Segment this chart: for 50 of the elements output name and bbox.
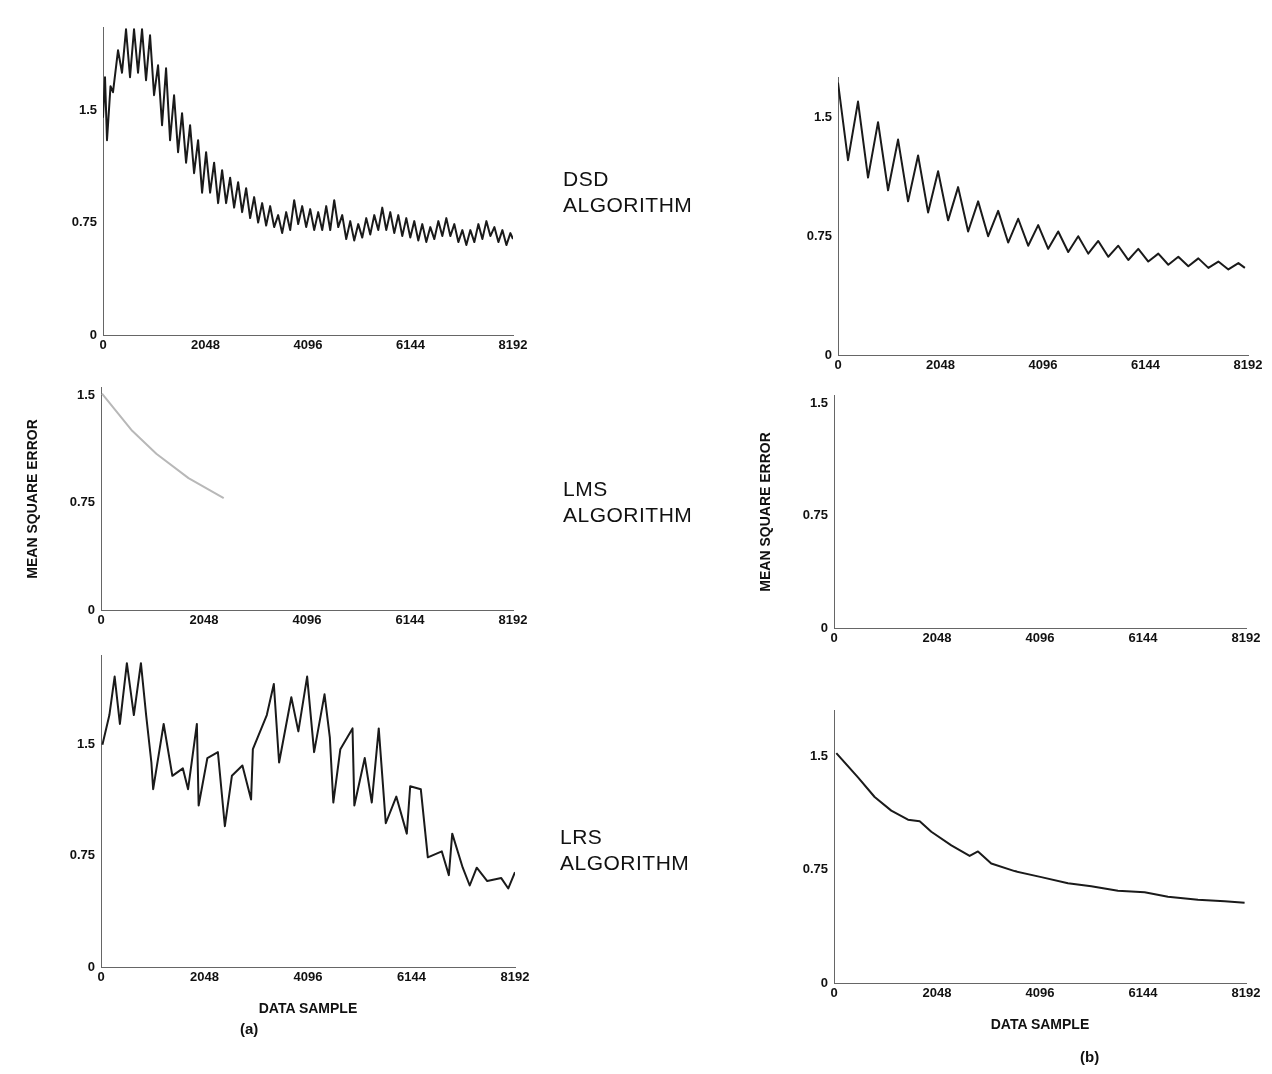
y-axis-title: MEAN SQUARE ERROR: [24, 419, 41, 579]
y-tick-label: 1.5: [809, 747, 828, 763]
x-tick-label: 6144: [397, 969, 427, 985]
x-tick-label: 8192: [500, 969, 530, 985]
x-tick-label: 8192: [1231, 630, 1261, 646]
x-tick-label: 2048: [922, 630, 952, 646]
x-axis-title: DATA SAMPLE: [258, 1000, 358, 1017]
x-tick-label: 2048: [922, 985, 952, 1001]
x-tick-label: 0: [834, 357, 842, 373]
y-tick-label: 0: [87, 601, 95, 617]
x-tick-label: 8192: [498, 337, 528, 353]
text: DSD ALGORITHM: [563, 166, 694, 218]
text: (a): [240, 1020, 260, 1038]
x-tick-label: 4096: [1025, 985, 1055, 1001]
text: (b): [1080, 1048, 1101, 1066]
x-tick-label: 4096: [1028, 357, 1058, 373]
x-tick-label: 6144: [1131, 357, 1161, 373]
y-tick-label: 0.75: [802, 507, 828, 523]
text: LRS ALGORITHM: [560, 824, 691, 876]
x-tick-label: 6144: [1128, 630, 1159, 646]
x-tick-label: 8192: [498, 612, 528, 628]
y-tick-label: 1.5: [76, 736, 95, 752]
x-tick-label: 4096: [293, 969, 323, 985]
y-tick-label: 0.75: [69, 847, 95, 863]
y-tick-label: 1.5: [78, 101, 97, 117]
y-tick-label: 0: [89, 326, 97, 342]
y-tick-label: 0.75: [806, 227, 832, 243]
y-tick-label: 1.5: [76, 386, 95, 402]
y-tick-label: 1.5: [809, 394, 828, 410]
x-axis-title: DATA SAMPLE: [990, 1016, 1090, 1033]
y-tick-label: 1.5: [813, 108, 832, 124]
x-tick-label: 4096: [292, 612, 322, 628]
x-tick-label: 0: [99, 337, 107, 353]
x-tick-label: 2048: [189, 612, 219, 628]
x-tick-label: 4096: [293, 337, 323, 353]
y-tick-label: 0.75: [802, 861, 828, 877]
text: LMS ALGORITHM: [563, 476, 694, 528]
x-tick-label: 2048: [190, 969, 219, 985]
x-tick-label: 2048: [926, 357, 955, 373]
y-tick-label: 0.75: [69, 494, 95, 510]
x-tick-label: 6144: [396, 337, 426, 353]
x-tick-label: 4096: [1025, 630, 1055, 646]
x-tick-label: 8192: [1231, 985, 1261, 1001]
x-tick-label: 6144: [395, 612, 426, 628]
x-tick-label: 6144: [1128, 985, 1159, 1001]
x-tick-label: 8192: [1233, 357, 1263, 373]
y-tick-label: 0.75: [71, 214, 97, 230]
y-axis-title: MEAN SQUARE ERROR: [757, 432, 774, 592]
x-tick-label: 2048: [191, 337, 220, 353]
y-tick-label: 0: [87, 958, 95, 974]
